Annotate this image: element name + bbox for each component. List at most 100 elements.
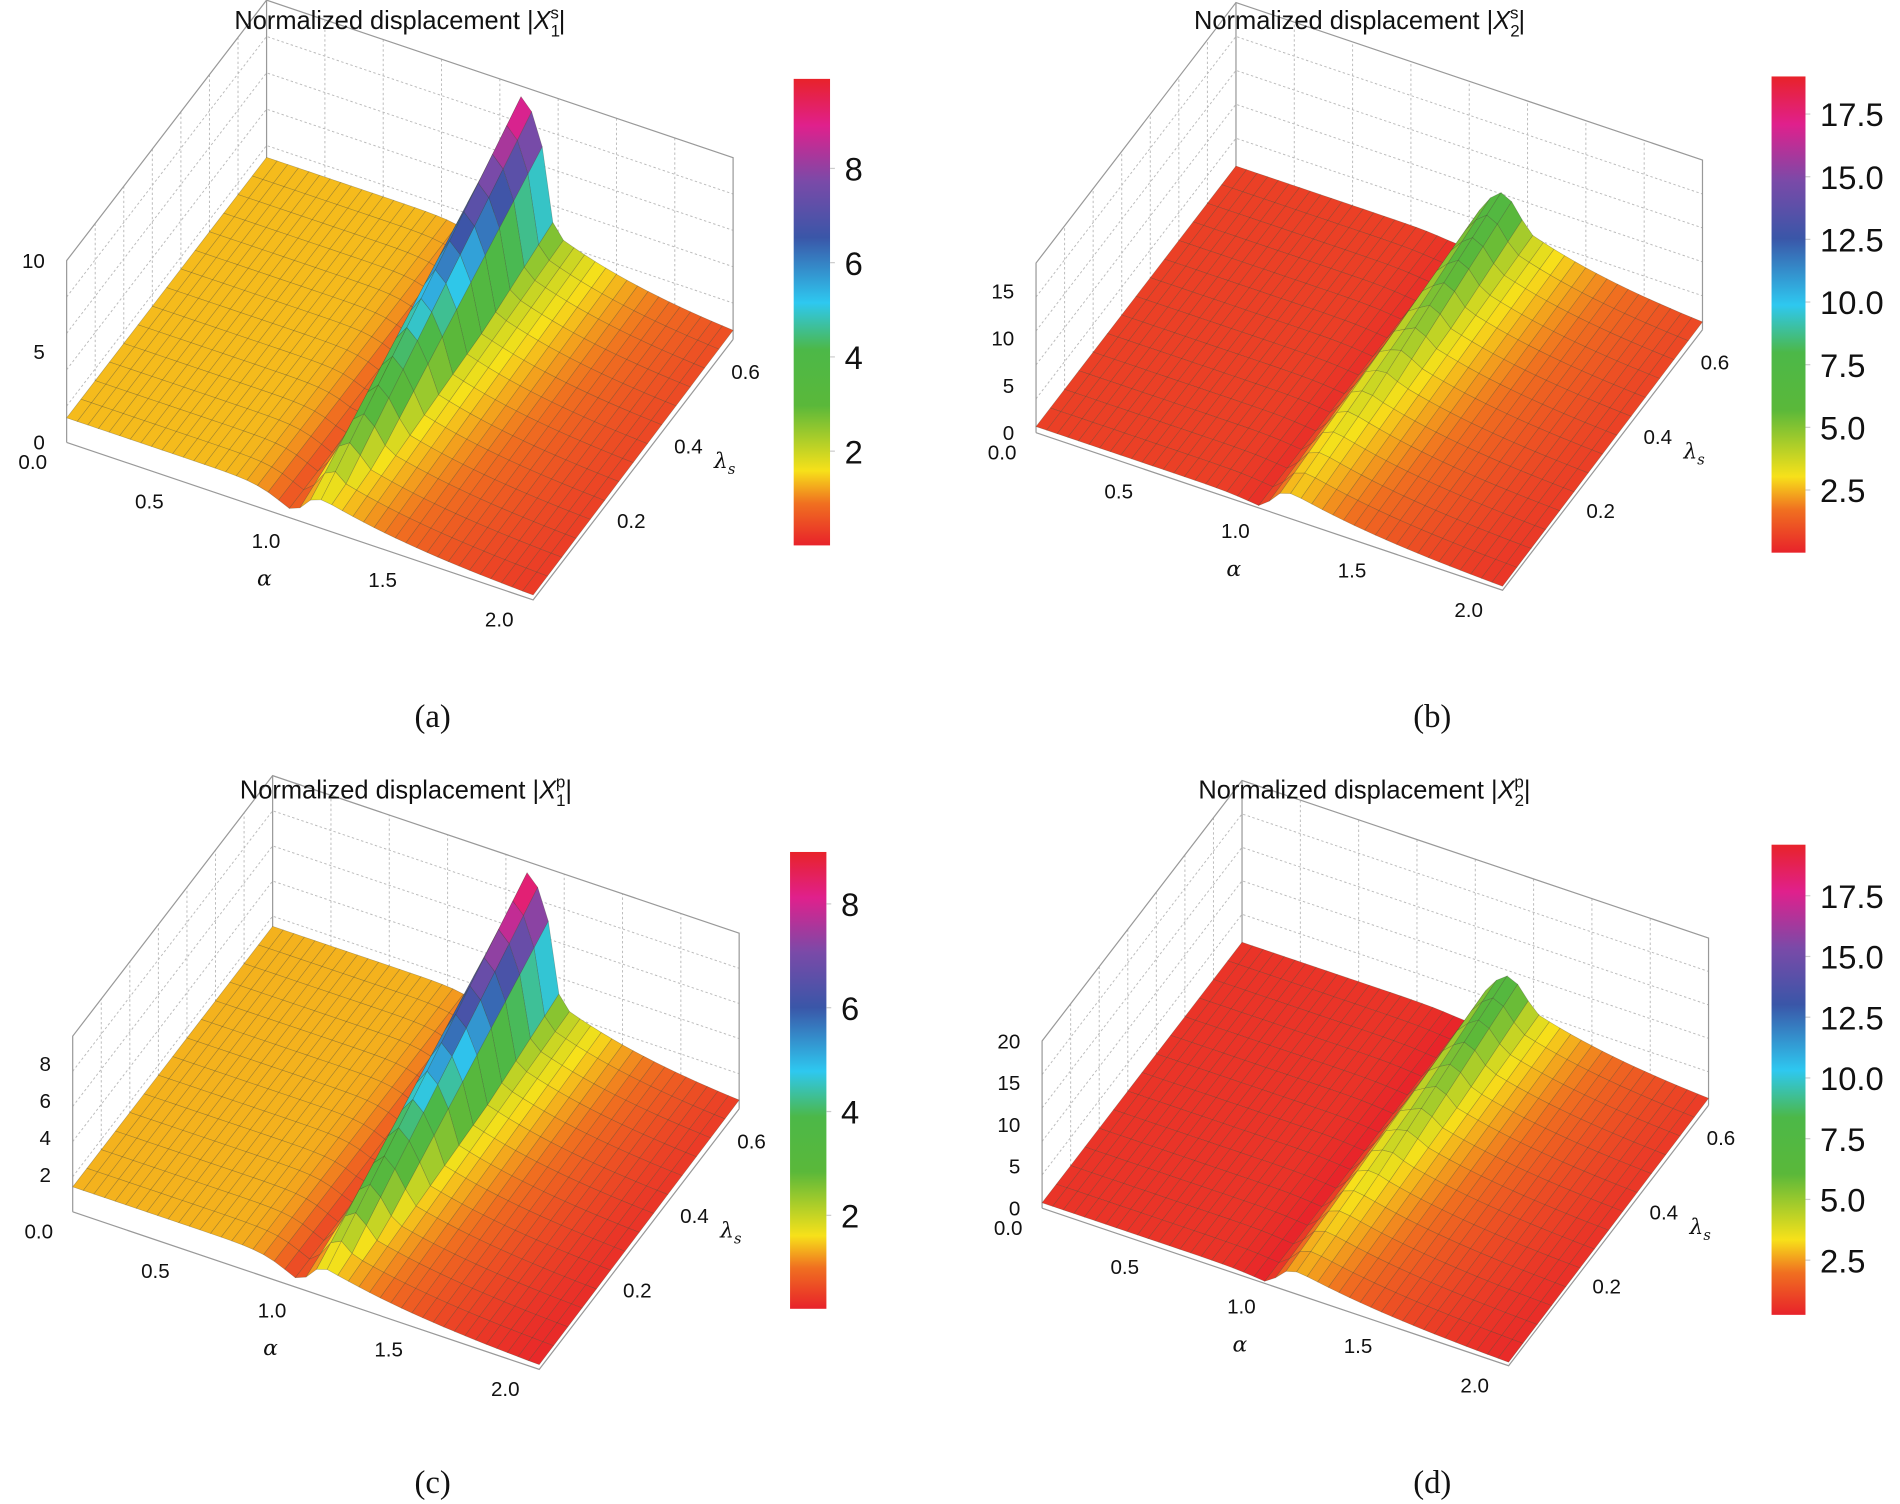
surface-plot-c: 0.0 0.5 1.0 1.5 2.0 0.2 0.4 0.6 2 4 6 8 α λs 2 4 6 8: [24, 774, 859, 1401]
grid-line: [1035, 137, 1703, 400]
colorbar-tick-label: 15.0: [1820, 939, 1884, 976]
y-tick-label: 0.6: [1707, 1127, 1736, 1150]
grid-line: [1035, 69, 1703, 332]
surface-patch: [1491, 563, 1518, 587]
y-tick-label: 0.4: [680, 1205, 709, 1228]
surface-patch: [1497, 1339, 1524, 1363]
x-tick-label: 2.0: [1460, 1374, 1489, 1397]
title-b: Normalized displacement |X2s|: [1194, 3, 1525, 40]
colorbar-tick-label: 2: [841, 1197, 859, 1234]
surface-patch: [1591, 430, 1618, 455]
z-tick-label: 5: [1009, 1156, 1020, 1179]
caption-a: (a): [414, 699, 450, 735]
grid-line: [1041, 813, 1709, 1075]
colorbar: [1771, 844, 1806, 1315]
grid-line: [1035, 35, 1703, 298]
x-tick-label: 0.0: [18, 451, 47, 474]
box-edge: [1041, 1104, 1710, 1367]
x-tick-label: 1.5: [368, 569, 397, 592]
colorbar: [790, 851, 827, 1309]
surface-patch: [579, 495, 606, 520]
surface-patch: [1583, 1225, 1610, 1250]
title-a: Normalized displacement |X1s|: [234, 3, 565, 40]
y-tick-label: 0.2: [623, 1279, 652, 1302]
surface-patch: [1605, 411, 1632, 436]
surface-patch: [1640, 1150, 1667, 1175]
surface-patch: [542, 1322, 569, 1347]
grid-line: [72, 845, 740, 1107]
x-tick-label: 2.0: [491, 1378, 520, 1401]
z-tick-label: 15: [997, 1072, 1020, 1095]
title-d: Normalized displacement |X2p|: [1198, 773, 1530, 810]
surface-patch: [1568, 1244, 1595, 1269]
z-tick-label: 15: [991, 281, 1014, 304]
x-tick-label: 2.0: [485, 609, 514, 632]
x-tick-label: 0.0: [988, 441, 1017, 464]
colorbar-tick-label: 6: [841, 990, 859, 1027]
box-edge: [66, 339, 734, 601]
x-tick-label: 0.5: [1104, 481, 1133, 504]
surface-patch: [1511, 1320, 1538, 1344]
surface-patch: [1654, 1131, 1681, 1156]
caption-b: (b): [1413, 699, 1451, 735]
colorbar-tick-label: 5.0: [1820, 409, 1865, 446]
colorbar-tick-label: 8: [841, 886, 859, 923]
box-edge: [72, 1108, 740, 1371]
colorbar-tick-label: 17.5: [1820, 878, 1884, 915]
grid-line: [1041, 880, 1709, 1142]
z-tick-label: 2: [39, 1164, 50, 1187]
surface-patch: [1668, 1112, 1695, 1137]
z-tick-label: 10: [991, 328, 1014, 351]
surface-patch: [1619, 392, 1646, 417]
y-axis-label: λs: [713, 449, 735, 478]
z-tick-label: 5: [1003, 375, 1014, 398]
x-tick-label: 0.5: [135, 490, 164, 513]
colorbar: [1771, 76, 1806, 553]
surface-patch: [570, 1284, 597, 1309]
x-tick-label: 0.5: [1110, 1256, 1139, 1279]
grid-line: [66, 35, 734, 298]
x-tick-label: 0.0: [994, 1217, 1023, 1240]
surface-patch: [528, 1341, 554, 1366]
surface-patch: [550, 533, 577, 558]
surface-patch: [536, 552, 563, 577]
colorbar-tick-label: 10.0: [1820, 284, 1884, 321]
z-tick-label: 10: [997, 1114, 1020, 1137]
surface-plot-a: 0.0 0.5 1.0 1.5 2.0 0.2 0.4 0.6 0 5 10 α λs 2 4 6 8: [18, 0, 863, 632]
x-tick-label: 1.5: [374, 1339, 403, 1362]
surface-patch: [1534, 506, 1561, 530]
x-tick-label: 2.0: [1454, 599, 1483, 622]
surface-patch: [556, 1303, 583, 1328]
z-tick-label: 6: [39, 1090, 50, 1113]
x-axis-label: α: [263, 1336, 278, 1361]
x-tick-label: 1.5: [1338, 560, 1367, 583]
surface-patch: [628, 1208, 654, 1233]
x-axis-label: α: [1226, 557, 1241, 582]
z-tick-label: 0: [33, 432, 44, 455]
surface-patch: [656, 1170, 683, 1195]
x-tick-label: 1.0: [258, 1299, 287, 1322]
colorbar-tick-label: 15.0: [1820, 159, 1884, 196]
caption-d: (d): [1413, 1465, 1451, 1501]
surface-patch: [1662, 336, 1689, 361]
surface-patch: [1634, 373, 1661, 398]
z-tick-label: 8: [39, 1053, 50, 1076]
colorbar-tick-label: 7.5: [1820, 347, 1865, 384]
grid-line: [1035, 103, 1703, 366]
surface-patch: [1520, 525, 1546, 549]
y-axis-label: λs: [1689, 1215, 1711, 1244]
colorbar-tick-label: 2: [845, 433, 863, 470]
y-tick-label: 0.6: [1701, 351, 1730, 374]
x-axis-label: α: [257, 567, 272, 592]
surface-patch: [1548, 487, 1575, 512]
y-tick-label: 0.4: [1643, 426, 1672, 449]
y-tick-label: 0.4: [674, 435, 703, 458]
z-tick-label: 0: [1003, 422, 1014, 445]
z-tick-label: 20: [997, 1030, 1020, 1053]
surface-plot-b: 0.0 0.5 1.0 1.5 2.0 0.2 0.4 0.6 0 5 10 15 α λs 2.5 5.0 7…: [988, 1, 1884, 622]
colorbar-tick-label: 17.5: [1820, 96, 1884, 133]
y-tick-label: 0.4: [1650, 1201, 1679, 1224]
z-tick-label: 5: [33, 341, 44, 364]
grid-line: [66, 72, 734, 334]
